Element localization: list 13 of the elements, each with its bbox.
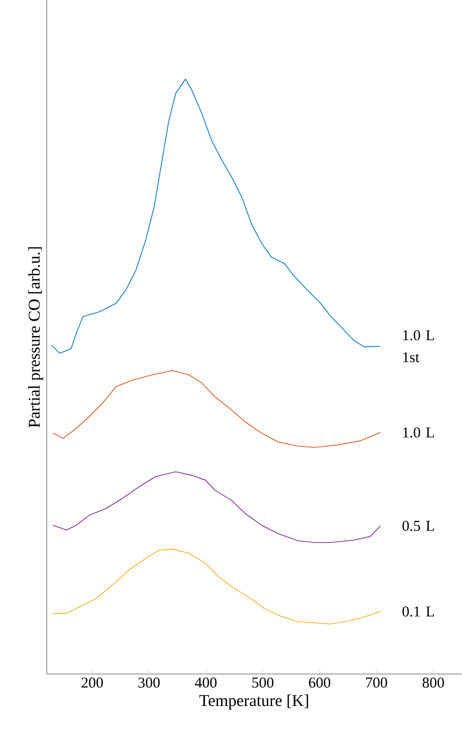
- x-tick-label: 700: [366, 678, 388, 688]
- x-tick-label: 500: [252, 678, 274, 688]
- x-tick-label: 200: [82, 678, 103, 688]
- series-label: 1.0 L 1st: [403, 330, 434, 362]
- x-tick-label: 400: [194, 678, 217, 688]
- x-tick-label: 800: [422, 678, 444, 688]
- x-tick-label: 600: [308, 678, 330, 688]
- x-tick-label: 300: [138, 678, 160, 688]
- series-label: 1.0 L: [403, 427, 434, 438]
- series-label: 0.1 L: [402, 606, 434, 617]
- x-axis-title: Temperature [K]: [199, 694, 308, 710]
- series-label: 0.5 L: [402, 520, 434, 531]
- y-axis-title: Partial pressure CO [arb.u.]: [28, 247, 44, 428]
